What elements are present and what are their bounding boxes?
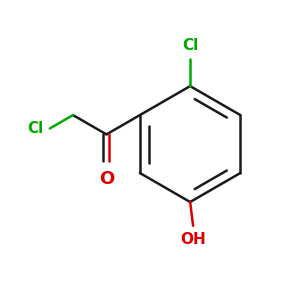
Text: O: O: [99, 170, 114, 188]
Text: Cl: Cl: [28, 121, 44, 136]
Text: Cl: Cl: [182, 38, 198, 53]
Text: OH: OH: [180, 232, 206, 247]
